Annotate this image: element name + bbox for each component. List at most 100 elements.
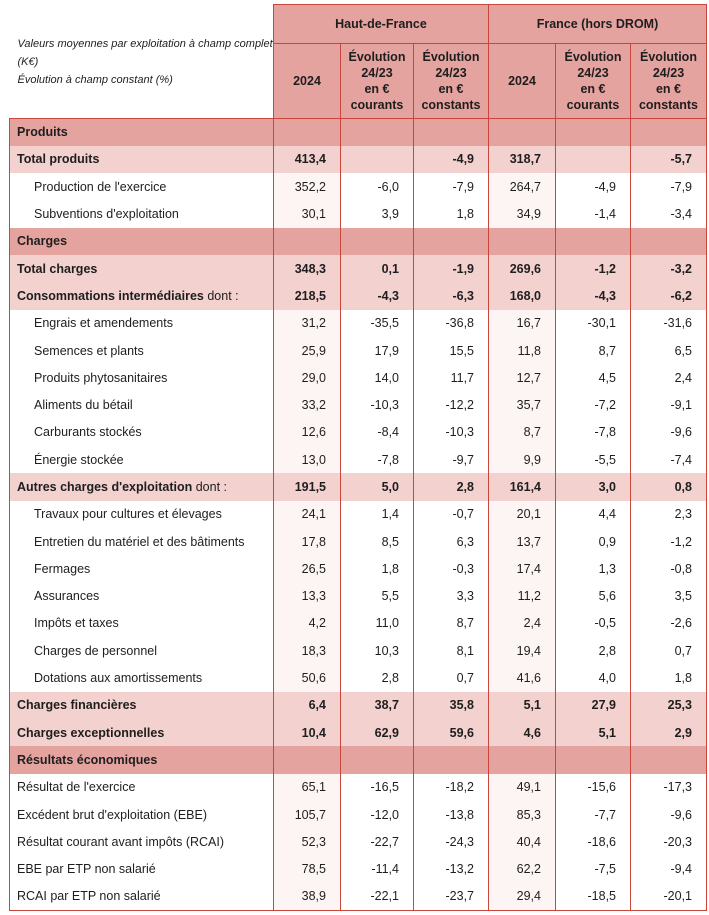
value-cell: -13,8 <box>413 800 489 829</box>
value-cell: -4,3 <box>340 282 414 310</box>
value-cell <box>488 227 556 255</box>
value-cell: 1,4 <box>340 500 414 528</box>
row-label-suffix: dont : <box>203 288 239 303</box>
value-cell: 413,4 <box>273 145 341 174</box>
value-cell: 38,9 <box>273 882 341 911</box>
value-cell <box>555 145 631 174</box>
value-cell: -9,1 <box>630 391 707 419</box>
value-cell: -36,8 <box>413 309 489 337</box>
value-cell: 33,2 <box>273 391 341 419</box>
row-label: Travaux pour cultures et élevages <box>9 500 274 528</box>
value-cell: -10,3 <box>340 391 414 419</box>
row-label: Résultats économiques <box>9 746 274 774</box>
column-header: 2024 <box>273 43 341 119</box>
row-label: Consommations intermédiaires dont : <box>9 282 274 310</box>
results-table: Valeurs moyennes par exploitation à cham… <box>9 4 707 911</box>
value-cell: -17,3 <box>630 773 707 801</box>
value-cell: 50,6 <box>273 664 341 692</box>
value-cell: 40,4 <box>488 828 556 856</box>
value-cell: -3,4 <box>630 200 707 228</box>
table-row: Engrais et amendements 31,2 -35,5 -36,8 16,7… <box>9 309 707 337</box>
value-cell: 5,1 <box>488 691 556 720</box>
row-label-text: Subventions d'exploitation <box>34 207 179 222</box>
row-label-text: RCAI par ETP non salarié <box>17 889 161 904</box>
row-label-text: Autres charges d'exploitation <box>17 480 193 494</box>
value-cell: -9,4 <box>630 855 707 883</box>
value-cell: 10,3 <box>340 637 414 665</box>
value-cell: 8,1 <box>413 637 489 665</box>
value-cell: 1,3 <box>555 555 631 583</box>
value-cell: 4,5 <box>555 364 631 392</box>
value-cell: -7,4 <box>630 446 707 474</box>
row-label-text: Résultat de l'exercice <box>17 780 136 795</box>
value-cell: 20,1 <box>488 500 556 528</box>
row-label: Engrais et amendements <box>9 309 274 337</box>
table-row: Résultat courant avant impôts (RCAI) 52,3… <box>9 828 707 856</box>
value-cell: -7,7 <box>555 800 631 829</box>
row-label: Total produits <box>9 145 274 174</box>
column-header-line: Évolution <box>564 50 622 64</box>
table-row: Semences et plants 25,9 17,9 15,5 11,8 8,7 6,5 <box>9 336 707 365</box>
section-row: Charges <box>9 227 707 255</box>
row-label-text: Assurances <box>34 589 100 604</box>
value-cell: -6,3 <box>413 282 489 310</box>
value-cell: 161,4 <box>488 473 556 501</box>
row-label: RCAI par ETP non salarié <box>9 882 274 911</box>
value-cell: -7,2 <box>555 391 631 419</box>
value-cell: -1,2 <box>555 254 631 283</box>
value-cell: -18,2 <box>413 773 489 801</box>
value-cell: 352,2 <box>273 173 341 201</box>
value-cell: 1,8 <box>340 555 414 583</box>
value-cell: 25,9 <box>273 336 341 365</box>
row-label: EBE par ETP non salarié <box>9 855 274 883</box>
value-cell: -1,4 <box>555 200 631 228</box>
value-cell: 11,2 <box>488 582 556 610</box>
column-header: Évolution 24/23 en € courants <box>555 43 631 119</box>
value-cell: 269,6 <box>488 254 556 283</box>
value-cell: 49,1 <box>488 773 556 801</box>
value-cell: -4,3 <box>555 282 631 310</box>
value-cell: 29,0 <box>273 364 341 392</box>
value-cell: 62,9 <box>340 719 414 747</box>
column-header-line: 2024 <box>508 74 536 88</box>
value-cell: 2,4 <box>630 364 707 392</box>
value-cell: 52,3 <box>273 828 341 856</box>
table-row: Dotations aux amortissements 50,6 2,8 0,7 41… <box>9 664 707 692</box>
value-cell: 5,0 <box>340 473 414 501</box>
value-cell: 24,1 <box>273 500 341 528</box>
value-cell: -18,5 <box>555 882 631 911</box>
column-header-line: en € <box>655 82 681 96</box>
value-cell: -1,2 <box>630 527 707 556</box>
row-label: Charges exceptionnelles <box>9 719 274 747</box>
value-cell: 13,7 <box>488 527 556 556</box>
value-cell <box>555 118 631 146</box>
value-cell: 9,9 <box>488 446 556 474</box>
value-cell: 0,7 <box>630 637 707 665</box>
table-row: Aliments du bétail 33,2 -10,3 -12,2 35,7 -7,2… <box>9 391 707 419</box>
row-label: Produits <box>9 118 274 146</box>
table-row: Subventions d'exploitation 30,1 3,9 1,8 34,9… <box>9 200 707 228</box>
row-label: Énergie stockée <box>9 446 274 474</box>
value-cell: -7,8 <box>340 446 414 474</box>
value-cell: -35,5 <box>340 309 414 337</box>
row-label: Impôts et taxes <box>9 609 274 638</box>
value-cell: 41,6 <box>488 664 556 692</box>
value-cell: 59,6 <box>413 719 489 747</box>
value-cell: 8,7 <box>413 609 489 638</box>
value-cell: 348,3 <box>273 254 341 283</box>
value-cell <box>555 227 631 255</box>
value-cell: 4,0 <box>555 664 631 692</box>
value-cell <box>340 746 414 774</box>
value-cell: -9,6 <box>630 800 707 829</box>
value-cell: 29,4 <box>488 882 556 911</box>
value-cell: -23,7 <box>413 882 489 911</box>
value-cell: -20,1 <box>630 882 707 911</box>
table-row: Production de l'exercice 352,2 -6,0 -7,9 264… <box>9 173 707 201</box>
value-cell: 3,5 <box>630 582 707 610</box>
value-cell: -22,1 <box>340 882 414 911</box>
note-line: Valeurs moyennes par exploitation à cham… <box>17 37 273 68</box>
row-label: Résultat courant avant impôts (RCAI) <box>9 828 274 856</box>
column-header-line: 2024 <box>293 74 321 88</box>
row-label: Production de l'exercice <box>9 173 274 201</box>
value-cell: 105,7 <box>273 800 341 829</box>
